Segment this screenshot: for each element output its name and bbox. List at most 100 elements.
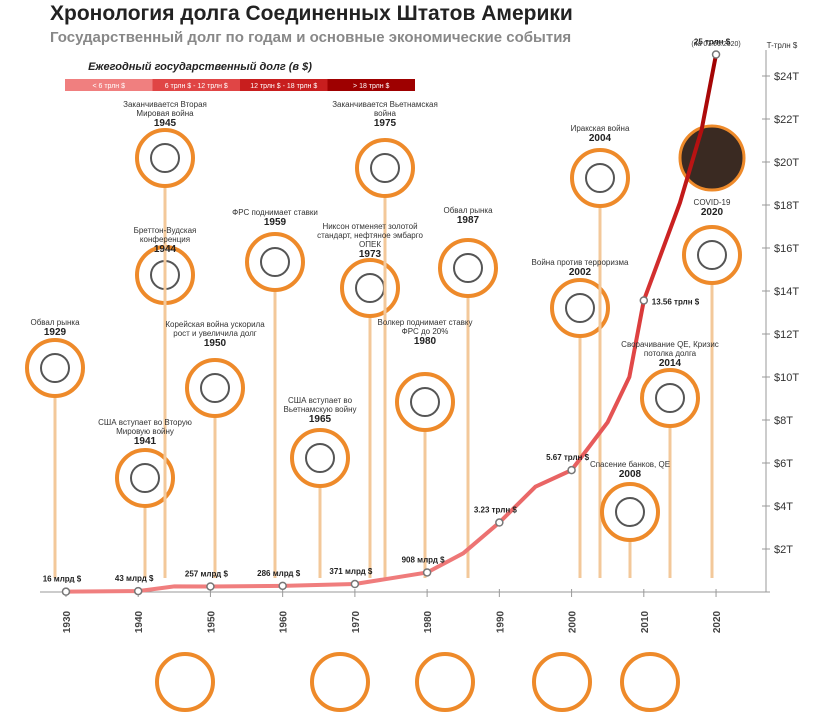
event-text: Война против терроризма	[531, 258, 629, 267]
x-tick-label: 2010	[640, 610, 651, 633]
event-year: 1965	[308, 414, 332, 425]
event-year: 1950	[203, 338, 227, 349]
event-label: Бреттон-Вудская конференция 1944	[110, 226, 220, 256]
event-circle	[135, 128, 195, 188]
event-label: Заканчивается Вторая Мировая война 1945	[110, 100, 220, 130]
event-year: 1945	[153, 118, 177, 129]
chart-title: Хронология долга Соединенных Штатов Амер…	[50, 2, 573, 25]
y-tick-label: $20T	[774, 157, 799, 169]
y-tick-label: $10T	[774, 372, 799, 384]
legend-label: < 6 трлн $	[92, 83, 125, 90]
y-tick-label: $6T	[774, 458, 793, 470]
value-label: 43 млрд $	[115, 574, 154, 583]
event-text: Сворачивание QE, Кризис потолка долга	[621, 340, 719, 358]
event-icon	[40, 353, 70, 383]
event-label: Обвал рынка 1987	[413, 206, 523, 227]
event-label: США вступает во Вьетнамскую войну 1965	[265, 396, 375, 426]
event-text: Никсон отменяет золотой стандарт, нефтян…	[317, 222, 423, 249]
portrait	[678, 124, 746, 192]
event-circle	[600, 482, 660, 542]
event-icon	[150, 143, 180, 173]
event-year: 1944	[153, 244, 177, 255]
event-text: Волкер поднимает ставку ФРС до 20%	[377, 318, 473, 336]
legend-label: 6 трлн $ - 12 трлн $	[165, 83, 228, 90]
event-icon	[565, 293, 595, 323]
x-tick-label: 1980	[423, 610, 434, 633]
event-circle	[25, 338, 85, 398]
event-text: Спасение банков, QE	[589, 460, 671, 469]
value-label: 908 млрд $	[402, 555, 446, 564]
value-label: 371 млрд $	[329, 567, 373, 576]
y-tick-label: $24T	[774, 71, 799, 83]
legend-swatch	[327, 79, 415, 91]
point-marker	[61, 587, 71, 596]
event-label: США вступает во Вторую Мировую войну 1941	[90, 418, 200, 448]
event-circle	[115, 448, 175, 508]
legend-title: Ежегодный государственный долг (в $)	[88, 61, 312, 73]
event-circle	[640, 368, 700, 428]
event-text: Обвал рынка	[30, 318, 80, 327]
event-circle	[570, 148, 630, 208]
event-label: Волкер поднимает ставку ФРС до 20% 1980	[370, 318, 480, 348]
event-label: Спасение банков, QE 2008	[575, 460, 685, 481]
event-text: Обвал рынка	[443, 206, 493, 215]
event-icon	[200, 373, 230, 403]
y-tick-label: $8T	[774, 415, 793, 427]
event-label: ФРС поднимает ставки 1959	[220, 208, 330, 229]
event-year: 1987	[456, 215, 480, 226]
value-label: 5.67 трлн $	[546, 453, 590, 462]
event-icon	[655, 383, 685, 413]
event-year: 1959	[263, 217, 287, 228]
event-icon	[410, 387, 440, 417]
event-text: Корейская война ускорила рост и увеличил…	[165, 320, 265, 338]
event-text: Заканчивается Вьетнамская война	[332, 100, 438, 118]
event-text: ФРС поднимает ставки	[232, 208, 318, 217]
event-label: COVID-19 2020	[657, 198, 767, 219]
x-tick-label: 1930	[62, 610, 73, 633]
x-tick-label: 2020	[712, 610, 723, 633]
event-icon	[130, 463, 160, 493]
y-tick-label: $16T	[774, 243, 799, 255]
point-marker	[133, 586, 143, 596]
x-tick-label: 1970	[351, 610, 362, 633]
event-icon	[305, 443, 335, 473]
icon-circle	[620, 652, 680, 712]
y-tick-label: $12T	[774, 329, 799, 341]
event-year: 1941	[133, 436, 157, 447]
event-year: 1980	[413, 336, 437, 347]
point-marker	[206, 582, 215, 591]
event-circle	[185, 358, 245, 418]
icon-circle	[310, 652, 370, 712]
event-year: 1929	[43, 327, 67, 338]
value-label: 286 млрд $	[257, 569, 301, 578]
y-axis-label: T-трлн $	[767, 41, 798, 50]
icon-circle	[532, 652, 592, 712]
event-icon	[585, 163, 615, 193]
y-tick-label: $18T	[774, 200, 799, 212]
event-icon	[370, 153, 400, 183]
point-marker	[495, 518, 504, 527]
y-tick-label: $14T	[774, 286, 799, 298]
note: (на 07.06.2020)	[691, 41, 740, 48]
x-tick-label: 1950	[206, 610, 217, 633]
event-circle	[550, 278, 610, 338]
event-year: 2002	[568, 267, 592, 278]
event-text: Иракская война	[570, 124, 630, 133]
event-text: США вступает во Вторую Мировую войну	[98, 418, 192, 436]
point-marker	[567, 465, 576, 475]
icon-circle	[415, 652, 475, 712]
event-year: 1975	[373, 118, 397, 129]
event-year: 1973	[358, 249, 382, 260]
value-label: 16 млрд $	[43, 575, 82, 584]
event-circle	[355, 138, 415, 198]
event-year: 2020	[700, 207, 724, 218]
event-label: Иракская война 2004	[545, 124, 655, 145]
x-tick-label: 1990	[495, 610, 506, 633]
legend-swatch	[65, 79, 153, 91]
event-text: США вступает во Вьетнамскую войну	[283, 396, 357, 414]
event-icon	[260, 247, 290, 277]
event-label: Война против терроризма 2002	[525, 258, 635, 279]
x-tick-label: 1940	[134, 610, 145, 633]
point-marker	[278, 581, 287, 591]
